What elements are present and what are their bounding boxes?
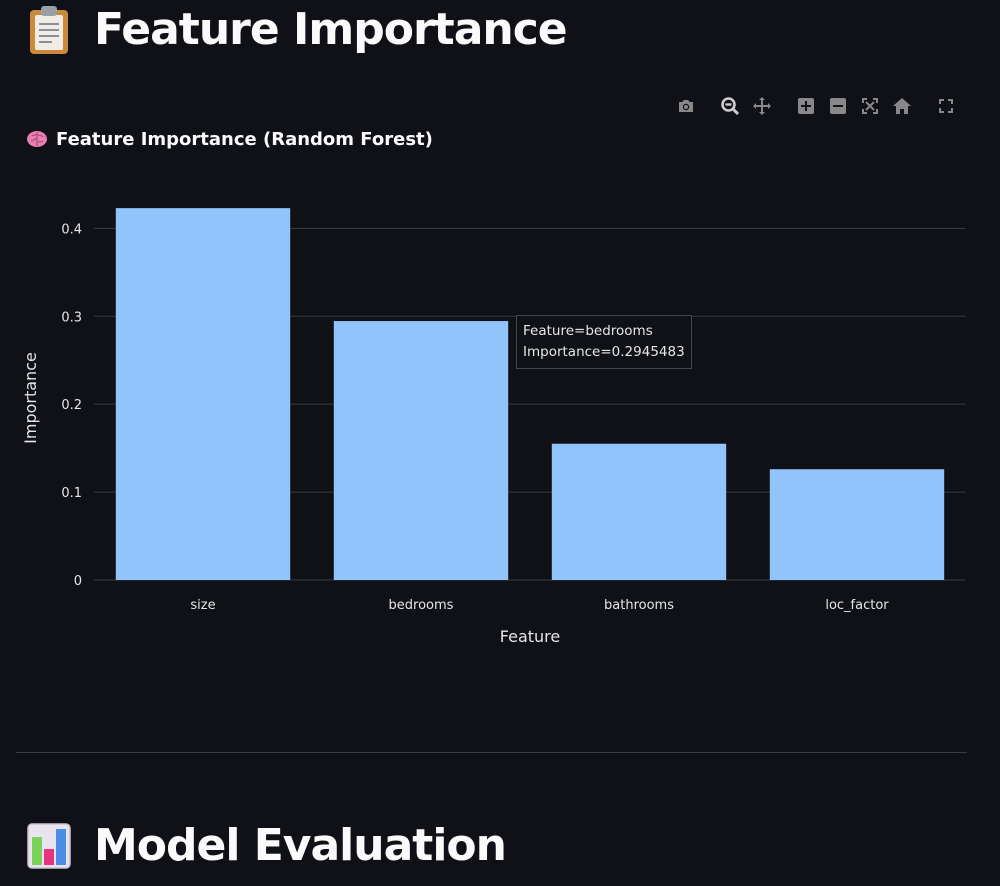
y-tick-label: 0 (74, 574, 82, 589)
zoom-out-icon[interactable] (826, 94, 850, 118)
feature-importance-title: Feature Importance (94, 4, 568, 55)
clipboard-icon (30, 5, 68, 54)
bar-chart[interactable]: 0 0.1 0.2 0.3 0.4 size bedrooms bathrooms loc_f… (0, 0, 1000, 700)
camera-icon[interactable] (674, 94, 698, 118)
y-tick-layer: 0 0.1 0.2 0.3 0.4 (61, 222, 82, 589)
feature-importance-heading: Feature Importance (26, 4, 568, 55)
bar-chart-icon (27, 822, 71, 869)
bar-size[interactable] (115, 208, 291, 580)
model-evaluation-heading: Model Evaluation (26, 820, 507, 871)
bar-bedrooms[interactable] (333, 321, 509, 580)
y-tick-label: 0.1 (61, 486, 82, 501)
x-tick-label: bedrooms (389, 598, 454, 613)
zoom-in-icon[interactable] (794, 94, 818, 118)
chart-title: Feature Importance (Random Forest) (26, 128, 433, 150)
autoscale-icon[interactable] (858, 94, 882, 118)
fullscreen-icon[interactable] (934, 94, 958, 118)
chart-title-text: Feature Importance (Random Forest) (56, 128, 433, 150)
x-tick-layer: size bedrooms bathrooms loc_factor (190, 598, 889, 613)
y-tick-label: 0.3 (61, 310, 82, 325)
section-divider (16, 752, 967, 753)
model-evaluation-title: Model Evaluation (94, 820, 507, 871)
x-tick-label: loc_factor (825, 598, 889, 613)
brain-icon (27, 131, 47, 147)
x-tick-label: size (190, 598, 215, 613)
chart-modebar (666, 94, 958, 118)
y-tick-label: 0.2 (61, 398, 82, 413)
bar-loc_factor[interactable] (769, 469, 945, 580)
hover-tooltip: Feature=bedrooms Importance=0.2945483 (516, 315, 692, 369)
y-tick-label: 0.4 (61, 222, 82, 237)
x-axis-title: Feature (500, 627, 560, 646)
y-axis-title: Importance (21, 352, 40, 444)
tooltip-feature: Feature=bedrooms (523, 323, 653, 339)
pan-icon[interactable] (750, 94, 774, 118)
bar-layer (115, 208, 945, 580)
bar-bathrooms[interactable] (551, 443, 727, 580)
home-icon[interactable] (890, 94, 914, 118)
zoom-icon[interactable] (718, 94, 742, 118)
tooltip-importance: Importance=0.2945483 (523, 344, 685, 360)
x-tick-label: bathrooms (604, 598, 674, 613)
